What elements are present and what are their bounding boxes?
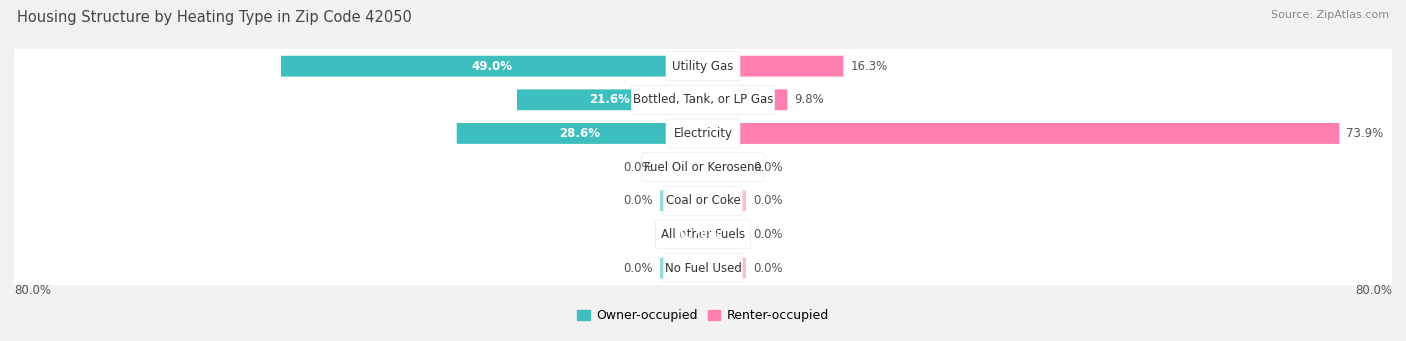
FancyBboxPatch shape [631, 85, 775, 114]
FancyBboxPatch shape [664, 186, 742, 215]
Text: 21.6%: 21.6% [589, 93, 630, 106]
FancyBboxPatch shape [643, 153, 763, 181]
FancyBboxPatch shape [703, 123, 1340, 144]
Text: 0.0%: 0.0% [623, 262, 652, 275]
Text: 0.0%: 0.0% [754, 194, 783, 207]
FancyBboxPatch shape [14, 150, 1392, 184]
FancyBboxPatch shape [696, 224, 703, 245]
FancyBboxPatch shape [659, 190, 703, 211]
FancyBboxPatch shape [659, 257, 703, 279]
Text: Bottled, Tank, or LP Gas: Bottled, Tank, or LP Gas [633, 93, 773, 106]
Text: Coal or Coke: Coal or Coke [665, 194, 741, 207]
Text: Fuel Oil or Kerosene: Fuel Oil or Kerosene [644, 161, 762, 174]
Text: Source: ZipAtlas.com: Source: ZipAtlas.com [1271, 10, 1389, 20]
FancyBboxPatch shape [457, 123, 703, 144]
Text: 0.78%: 0.78% [679, 228, 720, 241]
FancyBboxPatch shape [666, 52, 740, 80]
FancyBboxPatch shape [14, 83, 1392, 117]
Text: 49.0%: 49.0% [471, 60, 513, 73]
Text: All other Fuels: All other Fuels [661, 228, 745, 241]
FancyBboxPatch shape [703, 89, 787, 110]
FancyBboxPatch shape [703, 56, 844, 77]
Text: 80.0%: 80.0% [14, 284, 51, 297]
FancyBboxPatch shape [666, 119, 740, 148]
FancyBboxPatch shape [14, 251, 1392, 285]
FancyBboxPatch shape [14, 217, 1392, 252]
FancyBboxPatch shape [703, 224, 747, 245]
FancyBboxPatch shape [281, 56, 703, 77]
Text: 9.8%: 9.8% [794, 93, 824, 106]
Text: 0.0%: 0.0% [623, 194, 652, 207]
FancyBboxPatch shape [14, 183, 1392, 218]
Legend: Owner-occupied, Renter-occupied: Owner-occupied, Renter-occupied [572, 305, 834, 327]
Text: Housing Structure by Heating Type in Zip Code 42050: Housing Structure by Heating Type in Zip… [17, 10, 412, 25]
Text: 80.0%: 80.0% [1355, 284, 1392, 297]
FancyBboxPatch shape [14, 49, 1392, 83]
FancyBboxPatch shape [664, 254, 742, 282]
FancyBboxPatch shape [14, 116, 1392, 151]
Text: Electricity: Electricity [673, 127, 733, 140]
FancyBboxPatch shape [703, 190, 747, 211]
Text: Utility Gas: Utility Gas [672, 60, 734, 73]
Text: 0.0%: 0.0% [754, 228, 783, 241]
FancyBboxPatch shape [659, 157, 703, 178]
FancyBboxPatch shape [703, 157, 747, 178]
FancyBboxPatch shape [703, 257, 747, 279]
Text: 16.3%: 16.3% [851, 60, 887, 73]
Text: 0.0%: 0.0% [623, 161, 652, 174]
FancyBboxPatch shape [655, 220, 751, 249]
Text: 73.9%: 73.9% [1347, 127, 1384, 140]
Text: 0.0%: 0.0% [754, 262, 783, 275]
Text: 0.0%: 0.0% [754, 161, 783, 174]
FancyBboxPatch shape [517, 89, 703, 110]
Text: No Fuel Used: No Fuel Used [665, 262, 741, 275]
Text: 28.6%: 28.6% [560, 127, 600, 140]
